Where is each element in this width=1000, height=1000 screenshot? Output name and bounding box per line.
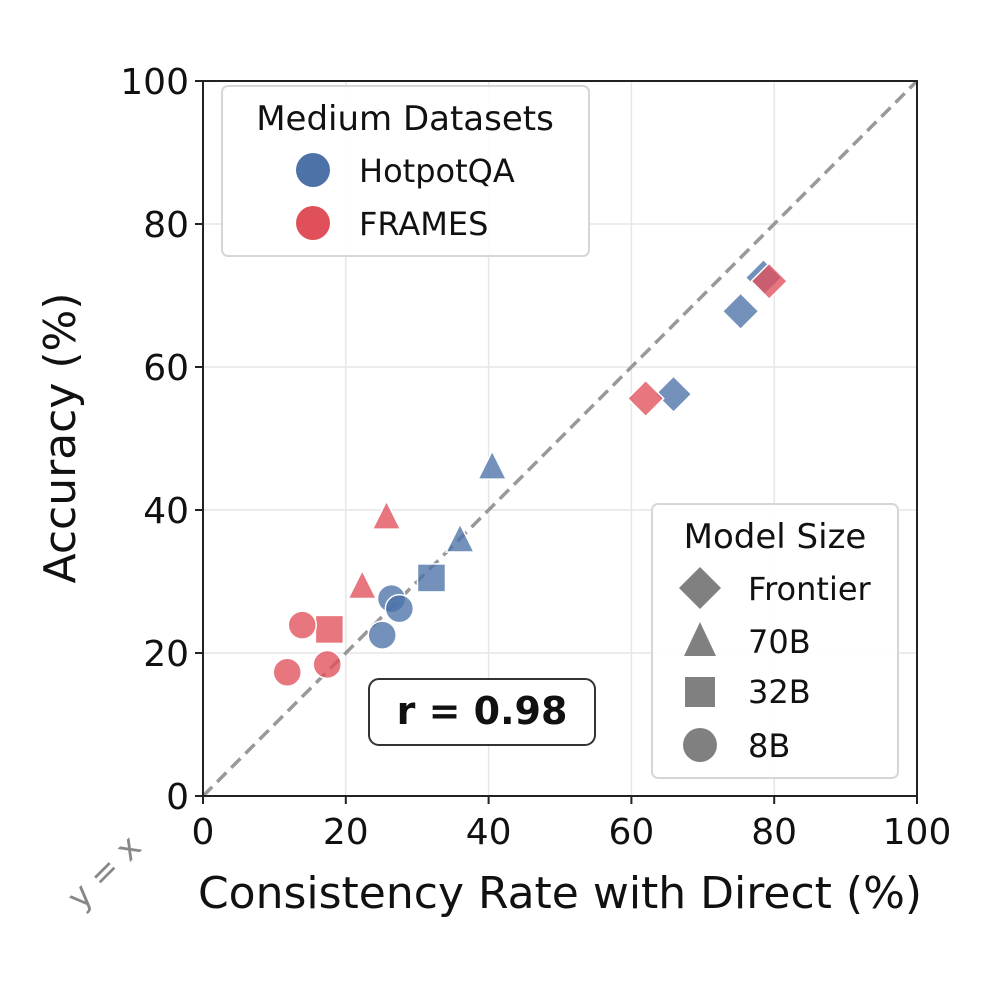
legend-hotpotqa-marker xyxy=(296,153,330,187)
dataset-legend: Medium Datasets HotpotQA FRAMES xyxy=(221,85,590,257)
annotation-box xyxy=(368,678,596,746)
y-tick-label: 100 xyxy=(120,62,189,103)
hotpotqa-triangle-point xyxy=(476,449,508,480)
hotpotqa-diamond-point xyxy=(721,292,760,331)
x-tick-label: 60 xyxy=(608,812,654,853)
frames-diamond-point xyxy=(626,379,665,418)
hotpotqa-diamond-point xyxy=(654,375,693,414)
y-tick-label: 0 xyxy=(166,777,189,818)
legend-circle-icon xyxy=(683,728,717,762)
hotpotqa-circle-point xyxy=(384,593,415,624)
axis-ticks: 0 20 40 60 80 100 0 20 40 60 80 100 xyxy=(120,62,951,853)
y-axis-label: Accuracy (%) xyxy=(35,292,86,583)
correlation-annotation: r = 0.98 xyxy=(368,678,596,746)
frames-square-point xyxy=(314,614,345,645)
frames-diamond-point xyxy=(750,262,789,301)
legend-frames-label: FRAMES xyxy=(359,205,488,243)
y-tick-label: 40 xyxy=(143,491,189,532)
legend-8b-label: 8B xyxy=(748,727,790,765)
x-tick-label: 80 xyxy=(751,812,797,853)
frames-circle-point xyxy=(312,649,342,680)
legend-frontier-label: Frontier xyxy=(748,570,872,608)
x-tick-label: 20 xyxy=(323,812,369,853)
dataset-legend-title: Medium Datasets xyxy=(256,99,554,139)
frames-triangle-point xyxy=(371,499,402,530)
frames-circle-point xyxy=(287,610,317,640)
legend-diamond-icon xyxy=(679,567,721,609)
hotpotqa-square-point xyxy=(416,563,447,593)
size-legend: Model Size Frontier 70B 32B 8B xyxy=(651,503,899,779)
legend-square-icon xyxy=(685,677,715,707)
size-legend-box xyxy=(651,503,899,779)
x-tick-label: 40 xyxy=(466,812,512,853)
frames-circle-point xyxy=(272,657,303,688)
plot-frame xyxy=(202,80,918,797)
legend-frames-marker xyxy=(296,206,330,240)
y-tick-label: 80 xyxy=(143,205,189,246)
legend-hotpotqa-label: HotpotQA xyxy=(359,152,515,190)
legend-32b-label: 32B xyxy=(748,673,811,711)
hotpotqa-triangle-point xyxy=(444,522,476,553)
correlation-text: r = 0.98 xyxy=(397,689,568,733)
x-axis-label: Consistency Rate with Direct (%) xyxy=(198,868,922,919)
data-markers xyxy=(272,258,789,688)
y-tick-label: 60 xyxy=(143,348,189,389)
y-tick-label: 20 xyxy=(143,634,189,675)
size-legend-title: Model Size xyxy=(684,517,867,557)
x-tick-label: 0 xyxy=(192,812,215,853)
frames-triangle-point xyxy=(347,568,378,600)
legend-triangle-icon xyxy=(684,622,716,656)
x-tick-label: 100 xyxy=(883,812,952,853)
hotpotqa-circle-point xyxy=(367,620,397,650)
legend-70b-label: 70B xyxy=(748,623,811,661)
